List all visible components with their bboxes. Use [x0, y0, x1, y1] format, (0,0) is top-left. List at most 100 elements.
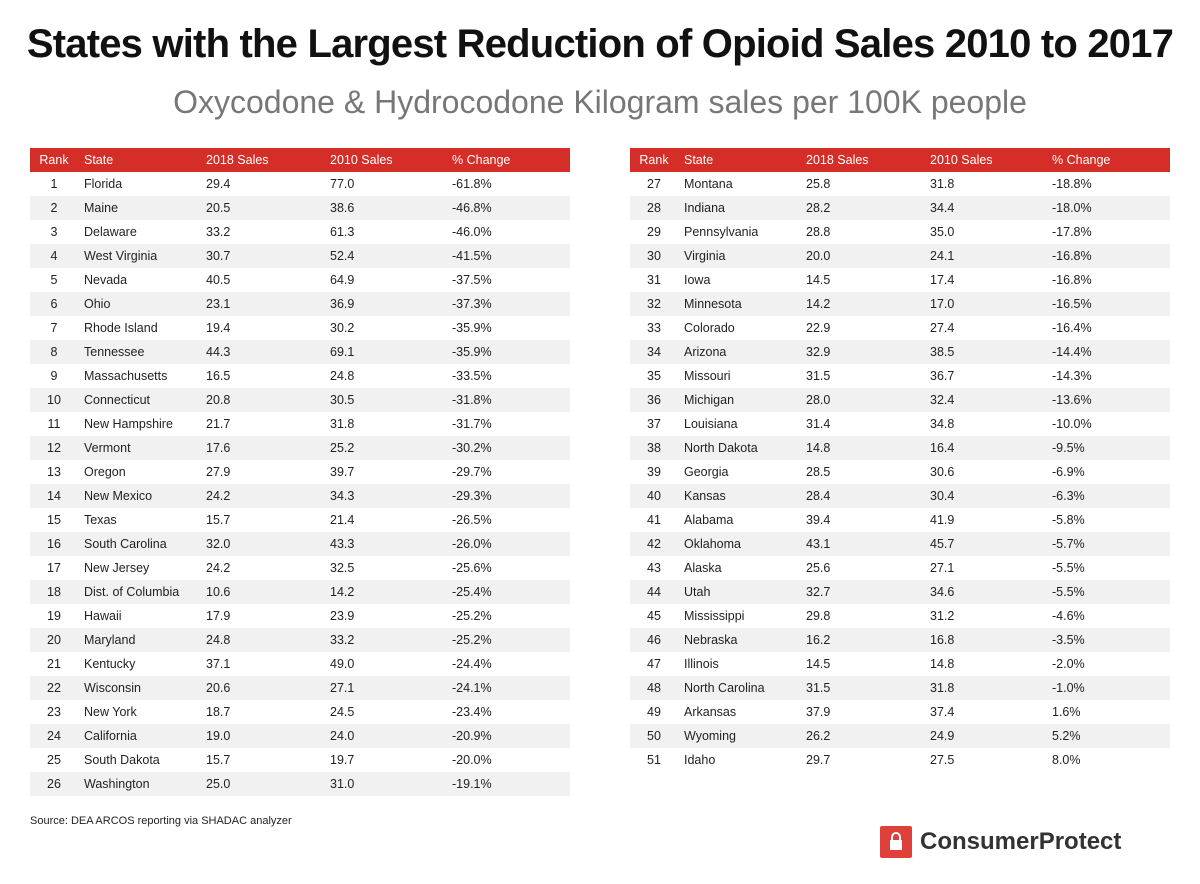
table-cell: 14.2 [806, 297, 831, 311]
table-cell: Alaska [684, 561, 722, 575]
table-cell: -20.0% [452, 753, 492, 767]
table-cell: -16.8% [1052, 249, 1092, 263]
table-cell: 11 [47, 417, 61, 431]
table-cell: 23.1 [206, 297, 231, 311]
table-cell: 20.0 [806, 249, 831, 263]
table-cell: -3.5% [1052, 633, 1085, 647]
table-row: 8 Tennessee 44.3 69.1 -35.9% [30, 340, 570, 364]
table-cell: 16.4 [930, 441, 955, 455]
table-cell: 24 [47, 729, 61, 743]
table-cell: -16.4% [1052, 321, 1092, 335]
table-cell: Idaho [684, 753, 716, 767]
table-cell: Ohio [84, 297, 111, 311]
table-cell: Washington [84, 777, 150, 791]
table-cell: 25 [47, 753, 61, 767]
table-cell: -16.5% [1052, 297, 1092, 311]
table-cell: Oregon [84, 465, 126, 479]
table-cell: 29.4 [206, 177, 231, 191]
table-row: 26 Washington 25.0 31.0 -19.1% [30, 772, 570, 796]
table-cell: 24.1 [930, 249, 955, 263]
table-cell: 31.8 [930, 681, 955, 695]
table-cell: 27.9 [206, 465, 231, 479]
table-cell: 24.8 [330, 369, 355, 383]
table-row: 37 Louisiana 31.4 34.8 -10.0% [630, 412, 1170, 436]
title: States with the Largest Reduction of Opi… [0, 22, 1200, 67]
table-cell: 7 [50, 321, 58, 335]
table-row: 49 Arkansas 37.9 37.4 1.6% [630, 700, 1170, 724]
table-cell: 64.9 [330, 273, 355, 287]
table-cell: 18.7 [206, 705, 231, 719]
table-cell: 14.8 [806, 441, 831, 455]
table-cell: 14.5 [806, 273, 831, 287]
table-cell: Missouri [684, 369, 731, 383]
table-cell: 12 [47, 441, 61, 455]
table-cell: Nebraska [684, 633, 738, 647]
table-cell: South Carolina [84, 537, 167, 551]
table-cell: 26 [47, 777, 61, 791]
table-cell: 27 [647, 177, 661, 191]
table-cell: -4.6% [1052, 609, 1085, 623]
table-cell: 31.2 [930, 609, 955, 623]
column-header: 2010 Sales [330, 153, 393, 167]
table-cell: 37.1 [206, 657, 231, 671]
table-cell: 31.4 [806, 417, 831, 431]
table-cell: 31.5 [806, 681, 831, 695]
table-cell: 29 [647, 225, 661, 239]
table-cell: 24.5 [330, 705, 355, 719]
table-cell: 15.7 [206, 513, 231, 527]
table-cell: 43.3 [330, 537, 355, 551]
table-cell: 28.8 [806, 225, 831, 239]
table-cell: Virginia [684, 249, 726, 263]
table-cell: 30.2 [330, 321, 355, 335]
table-cell: 31 [647, 273, 661, 287]
table-cell: 4 [50, 249, 58, 263]
table-cell: 34.3 [330, 489, 355, 503]
table-cell: 34 [647, 345, 661, 359]
table-cell: Iowa [684, 273, 711, 287]
column-header: State [684, 153, 714, 167]
table-cell: 23.9 [330, 609, 355, 623]
table-row: 29 Pennsylvania 28.8 35.0 -17.8% [630, 220, 1170, 244]
table-row: 32 Minnesota 14.2 17.0 -16.5% [630, 292, 1170, 316]
table-cell: Georgia [684, 465, 729, 479]
table-cell: -19.1% [452, 777, 492, 791]
table-cell: 28 [647, 201, 661, 215]
column-header: 2018 Sales [206, 153, 269, 167]
table-cell: 33 [647, 321, 661, 335]
table-row: 48 North Carolina 31.5 31.8 -1.0% [630, 676, 1170, 700]
table-cell: 39 [647, 465, 661, 479]
table-cell: 49 [647, 705, 661, 719]
table-cell: 27.5 [930, 753, 955, 767]
table-cell: North Carolina [684, 681, 765, 695]
table-cell: 19.4 [206, 321, 231, 335]
table-cell: 36 [647, 393, 661, 407]
table-cell: 31.8 [930, 177, 955, 191]
column-header: % Change [452, 153, 511, 167]
header-row: Rank State 2018 Sales 2010 Sales % Change [630, 148, 1170, 172]
table-row: 38 North Dakota 14.8 16.4 -9.5% [630, 436, 1170, 460]
table-cell: Utah [684, 585, 711, 599]
table-cell: 39.7 [330, 465, 355, 479]
table-cell: 45 [647, 609, 661, 623]
table-cell: 2 [50, 201, 58, 215]
header-row: Rank State 2018 Sales 2010 Sales % Change [30, 148, 570, 172]
table-row: 43 Alaska 25.6 27.1 -5.5% [630, 556, 1170, 580]
table-cell: 34.4 [930, 201, 955, 215]
table-cell: Minnesota [684, 297, 742, 311]
table-cell: 24.2 [206, 489, 231, 503]
table-cell: 9 [50, 369, 58, 383]
table-cell: 21 [47, 657, 61, 671]
table-cell: 21.4 [330, 513, 355, 527]
table-cell: 36.7 [930, 369, 955, 383]
subtitle: Oxycodone & Hydrocodone Kilogram sales p… [173, 84, 1027, 120]
table-cell: -25.2% [452, 633, 492, 647]
table-cell: 41.9 [930, 513, 955, 527]
table-cell: -31.7% [452, 417, 492, 431]
table-cell: 32 [647, 297, 661, 311]
table-row: 3 Delaware 33.2 61.3 -46.0% [30, 220, 570, 244]
table-cell: -37.5% [452, 273, 492, 287]
table-cell: North Dakota [684, 441, 758, 455]
logo: ConsumerProtect [880, 826, 1160, 858]
table-cell: 19 [47, 609, 61, 623]
